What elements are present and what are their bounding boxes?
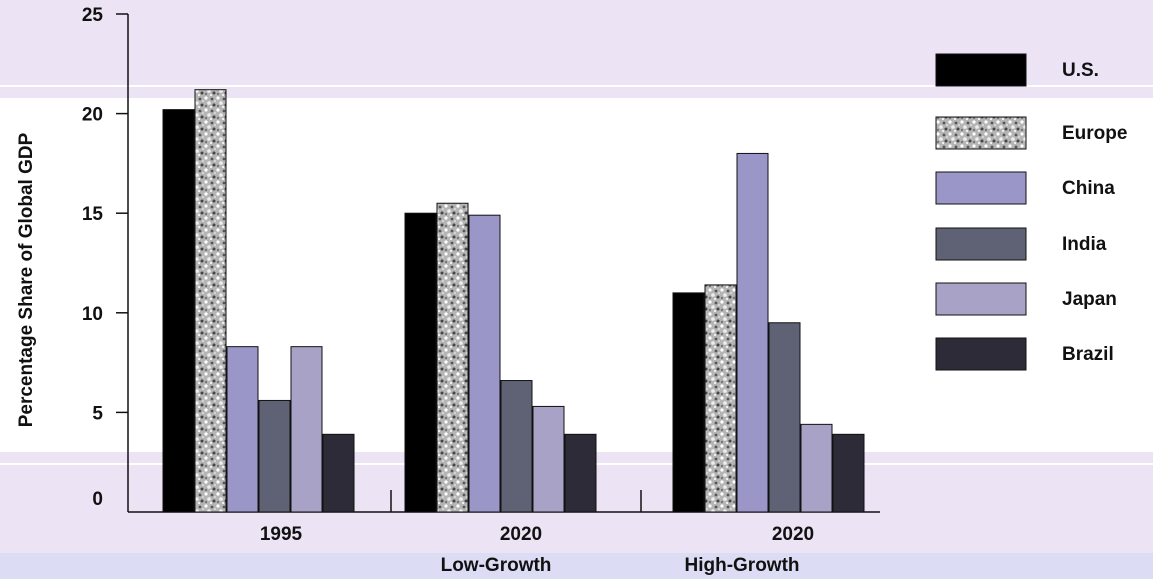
- legend: U.S. Europe China India Japan Brazil: [935, 53, 1127, 371]
- y-tick-label: 25: [82, 5, 104, 26]
- bars: [162, 89, 865, 513]
- bar-europe-2: [704, 284, 737, 513]
- y-tick-label: 15: [82, 204, 104, 225]
- bar-japan-2: [800, 423, 833, 513]
- bar-us-1: [404, 212, 437, 513]
- bar-india-0: [258, 399, 291, 513]
- bar-india-1: [500, 380, 533, 513]
- legend-label: Brazil: [1062, 344, 1114, 365]
- bar-brazil-2: [832, 433, 865, 513]
- bar-us-0: [162, 109, 195, 513]
- legend-swatch-us: [935, 53, 1027, 87]
- bar-europe-0: [194, 89, 227, 513]
- legend-label: China: [1062, 178, 1115, 199]
- bar-china-2: [736, 152, 769, 513]
- x-tick-label: 1995: [260, 524, 303, 545]
- bar-japan-0: [290, 346, 323, 513]
- x-tick-labels: 1995 2020 Low-Growth 2020 High-Growth: [260, 524, 814, 576]
- legend-swatch-brazil: [935, 337, 1027, 371]
- bar-china-1: [468, 214, 501, 513]
- x-tick-label: 2020: [772, 524, 814, 545]
- y-ticks: 0 5 10 15 20 25: [82, 5, 128, 510]
- bar-europe-1: [436, 202, 469, 513]
- bar-brazil-0: [322, 433, 355, 513]
- x-group-separators: [390, 490, 642, 512]
- bg-band-footer: [0, 553, 1153, 579]
- y-tick-label: 5: [92, 403, 103, 424]
- bar-china-0: [226, 346, 259, 513]
- legend-swatch-europe: [935, 116, 1027, 150]
- legend-label: India: [1062, 234, 1107, 255]
- y-tick-label: 10: [82, 304, 103, 325]
- y-tick-label: 0: [92, 489, 103, 510]
- bar-japan-1: [532, 405, 565, 513]
- y-axis-label: Percentage Share of Global GDP: [16, 132, 37, 427]
- legend-swatch-india: [935, 227, 1027, 261]
- x-tick-label: 2020: [500, 524, 542, 545]
- y-tick-label: 20: [82, 105, 103, 126]
- bar-us-2: [672, 292, 705, 513]
- x-tick-sublabel: Low-Growth: [441, 555, 552, 576]
- bar-india-2: [768, 322, 801, 513]
- legend-label: U.S.: [1062, 60, 1099, 81]
- bg-band-top-thin: [0, 87, 1153, 98]
- legend-label: Europe: [1062, 123, 1127, 144]
- legend-swatch-china: [935, 171, 1027, 205]
- legend-swatch-japan: [935, 282, 1027, 316]
- x-tick-sublabel: High-Growth: [684, 555, 799, 576]
- legend-label: Japan: [1062, 289, 1117, 310]
- bar-brazil-1: [564, 433, 597, 513]
